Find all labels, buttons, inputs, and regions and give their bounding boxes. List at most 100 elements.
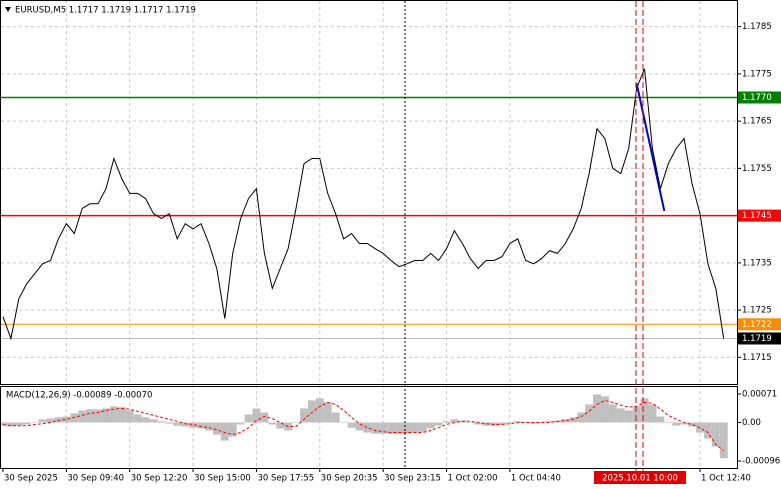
- macd-bar: [331, 412, 340, 423]
- macd-bar: [22, 422, 31, 425]
- macd-bar: [189, 422, 198, 428]
- macd-bar: [109, 406, 118, 423]
- macd-bar: [94, 409, 103, 423]
- macd-bar: [664, 422, 673, 423]
- macd-bar: [474, 422, 483, 425]
- macd-bar: [38, 419, 47, 423]
- macd-bar: [70, 413, 79, 423]
- macd-bar: [426, 422, 435, 429]
- level-label-box: [738, 332, 781, 345]
- macd-bar: [688, 422, 697, 427]
- macd-bar: [149, 419, 158, 423]
- macd-bar: [608, 404, 617, 423]
- macd-bar: [719, 422, 728, 459]
- x-tick-label: 30 Sep 17:55: [257, 474, 314, 484]
- macd-bar: [62, 416, 71, 423]
- x-tick-label: 1 Oct 04:40: [511, 474, 561, 484]
- macd-bar: [632, 406, 641, 423]
- marker-label-box: [594, 471, 686, 484]
- macd-bar: [307, 400, 316, 423]
- macd-bar: [78, 410, 87, 423]
- price-panel-frame: [0, 0, 738, 385]
- macd-bar: [450, 419, 459, 423]
- macd-bar: [648, 404, 657, 423]
- macd-bar: [410, 422, 419, 433]
- macd-bar: [640, 398, 649, 423]
- macd-bar: [323, 402, 332, 423]
- macd-bar: [212, 422, 221, 435]
- macd-title: MACD(12,26,9) -0.00089 -0.00070: [6, 391, 152, 401]
- macd-bar: [561, 419, 570, 423]
- level-label: 1.1719: [742, 334, 772, 344]
- macd-bar: [711, 422, 720, 447]
- macd-bar: [133, 414, 142, 423]
- macd-bar: [482, 422, 491, 426]
- x-tick-label: 30 Sep 12:20: [131, 474, 188, 484]
- macd-bar: [703, 422, 712, 439]
- macd-bar: [102, 408, 110, 423]
- y-tick-label: 1.1755: [742, 164, 772, 174]
- macd-bar: [14, 422, 23, 426]
- trend-line: [635, 83, 666, 212]
- signal-line: [2, 399, 725, 451]
- macd-bar: [125, 410, 134, 423]
- marker-label: 2025.10.01 10:00: [602, 474, 678, 484]
- price-line: [2, 68, 725, 341]
- x-tick-label: 30 Sep 2025: [4, 474, 58, 484]
- macd-bar: [117, 407, 126, 423]
- y-tick-label: 0.00071: [742, 390, 777, 400]
- x-tick-label: 1 Oct 12:40: [701, 474, 751, 484]
- macd-bar: [529, 422, 538, 424]
- macd-bar: [355, 422, 364, 431]
- macd-bar: [672, 422, 681, 426]
- macd-bar: [347, 422, 356, 428]
- macd-bar: [46, 418, 55, 423]
- macd-bar: [585, 404, 594, 423]
- y-tick-label: 1.1735: [742, 258, 772, 268]
- macd-bar: [434, 422, 443, 426]
- x-tick-label: 30 Sep 20:35: [321, 474, 378, 484]
- y-tick-label: 1.1765: [742, 117, 772, 127]
- macd-bar: [205, 422, 213, 431]
- macd-bar: [593, 394, 601, 423]
- y-tick-label: 1.1785: [742, 22, 772, 32]
- y-tick-label: 1.1775: [742, 69, 772, 79]
- macd-bar: [181, 422, 190, 427]
- x-tick-label: 30 Sep 09:40: [67, 474, 124, 484]
- macd-bar: [86, 409, 95, 423]
- macd-bar: [228, 422, 237, 437]
- level-label-box: [738, 91, 781, 104]
- macd-bar: [371, 422, 380, 434]
- macd-bar: [197, 422, 205, 429]
- macd-bar: [403, 422, 411, 434]
- y-tick-label: 0.00: [742, 418, 761, 428]
- macd-bar: [656, 416, 665, 423]
- y-tick-label: 1.1715: [742, 353, 772, 363]
- macd-bar: [616, 408, 625, 423]
- macd-bar: [236, 422, 245, 425]
- macd-bar: [244, 414, 253, 423]
- level-label-box: [738, 209, 781, 222]
- macd-bar: [339, 422, 348, 423]
- x-tick-label: 30 Sep 15:00: [194, 474, 251, 484]
- macd-bar: [513, 421, 522, 423]
- macd-bar: [300, 408, 308, 423]
- y-tick-label: 1.1725: [742, 306, 772, 316]
- macd-bar: [379, 422, 388, 434]
- macd-bar: [442, 421, 451, 423]
- macd-bar: [54, 417, 63, 423]
- x-tick-label: 30 Sep 23:15: [384, 474, 441, 484]
- macd-bar: [252, 408, 261, 423]
- macd-panel-frame: [0, 386, 738, 469]
- macd-bar: [545, 421, 554, 423]
- macd-bar: [498, 422, 506, 425]
- macd-bar: [7, 422, 15, 427]
- chart-title: EURUSD,M5 1.1717 1.1719 1.1717 1.1719: [15, 6, 196, 16]
- macd-bar: [395, 422, 403, 434]
- macd-bar: [624, 410, 633, 423]
- macd-bar: [387, 422, 396, 434]
- level-label: 1.1745: [742, 211, 772, 221]
- menu-icon: [5, 7, 11, 12]
- macd-bar: [505, 422, 514, 423]
